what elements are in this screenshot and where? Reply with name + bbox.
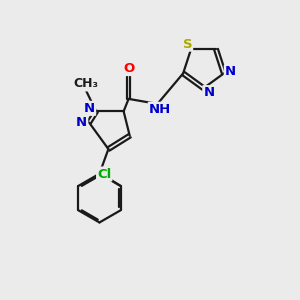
Text: O: O xyxy=(123,62,134,75)
Text: N: N xyxy=(76,116,87,129)
Text: NH: NH xyxy=(149,103,171,116)
Text: N: N xyxy=(225,65,236,78)
Text: CH₃: CH₃ xyxy=(73,77,98,91)
Text: N: N xyxy=(84,102,95,115)
Text: Cl: Cl xyxy=(97,167,111,181)
Text: S: S xyxy=(182,38,192,51)
Text: N: N xyxy=(203,86,214,99)
